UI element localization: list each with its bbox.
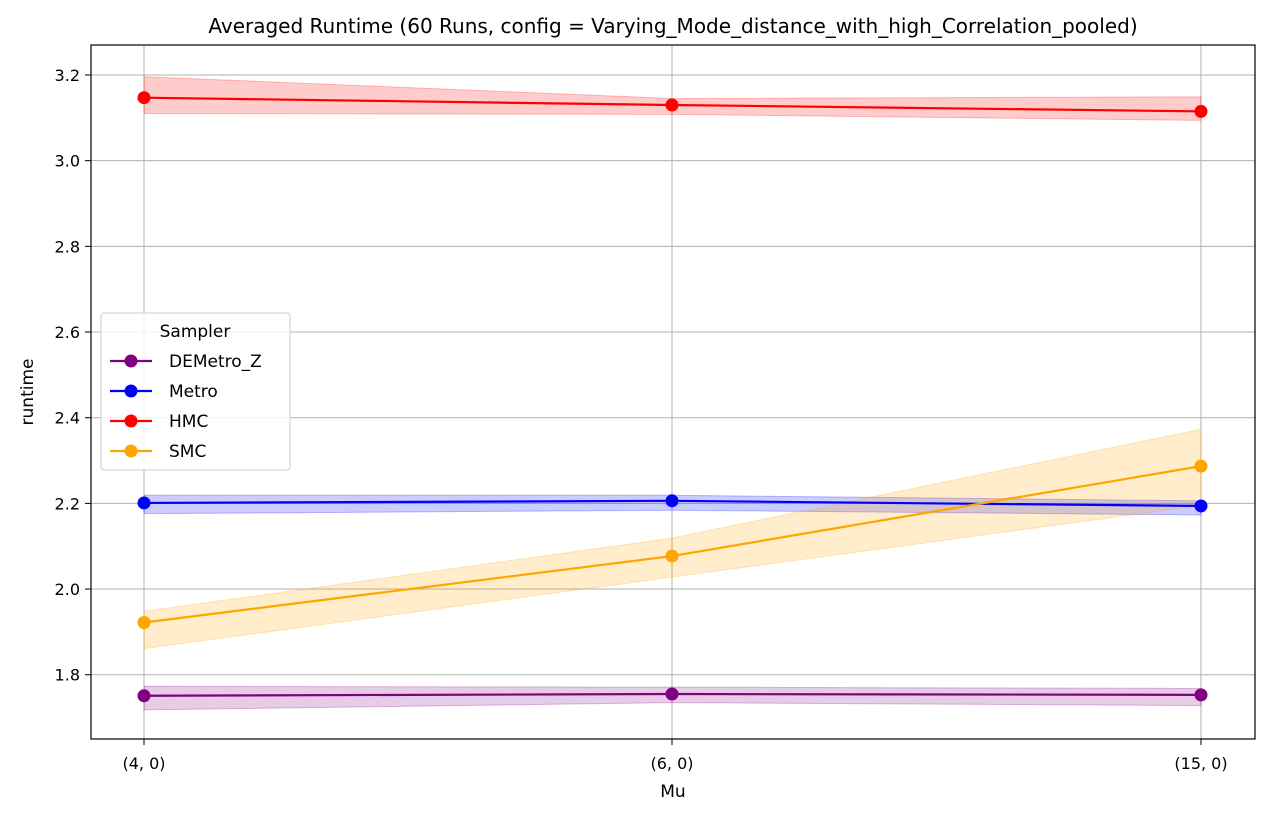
point-smc [137, 615, 151, 629]
data-points [137, 91, 1208, 703]
point-hmc [665, 98, 679, 112]
point-demetro-z [665, 687, 679, 701]
y-tick-label: 3.2 [55, 66, 80, 85]
chart-title: Averaged Runtime (60 Runs, config = Vary… [208, 14, 1137, 38]
legend: Sampler DEMetro_Z Metro HMC SMC [100, 312, 291, 471]
legend-marker [124, 354, 138, 368]
point-smc [1194, 459, 1208, 473]
legend-label: SMC [169, 442, 206, 462]
point-demetro-z [1194, 688, 1208, 702]
y-tick-label: 2.0 [55, 580, 80, 599]
point-metro [1194, 499, 1208, 513]
point-demetro-z [137, 689, 151, 703]
legend-box [100, 312, 291, 471]
legend-label: Metro [169, 382, 218, 402]
x-axis-label: Mu [660, 782, 685, 802]
plot-frame [90, 44, 1256, 740]
legend-marker [124, 384, 138, 398]
legend-entries: DEMetro_Z Metro HMC SMC [110, 352, 262, 462]
y-axis-label: runtime [18, 359, 38, 426]
y-tick-label: 3.0 [55, 152, 80, 171]
y-tick-label: 2.4 [55, 409, 80, 428]
y-tick-label: 1.8 [55, 666, 80, 685]
point-hmc [1194, 104, 1208, 118]
legend-title: Sampler [160, 322, 231, 342]
legend-entry-smc: SMC [110, 442, 206, 462]
point-hmc [137, 91, 151, 105]
legend-entry-demetro-z: DEMetro_Z [110, 352, 262, 372]
point-smc [665, 549, 679, 563]
y-ticks: 1.8 2.0 2.2 2.4 2.6 2.8 3.0 3.2 [55, 66, 91, 685]
x-tick-label: (6, 0) [650, 754, 693, 773]
x-tick-label: (15, 0) [1174, 754, 1227, 773]
y-tick-label: 2.6 [55, 323, 80, 342]
point-metro [665, 494, 679, 508]
legend-marker [124, 444, 138, 458]
legend-marker [124, 414, 138, 428]
legend-label: DEMetro_Z [169, 352, 262, 372]
legend-entry-metro: Metro [110, 382, 218, 402]
x-tick-label: (4, 0) [122, 754, 165, 773]
y-tick-label: 2.2 [55, 494, 80, 513]
legend-entry-hmc: HMC [110, 412, 208, 432]
y-tick-label: 2.8 [55, 237, 80, 256]
point-metro [137, 496, 151, 510]
x-ticks: (4, 0) (6, 0) (15, 0) [122, 739, 1228, 773]
legend-label: HMC [169, 412, 208, 432]
